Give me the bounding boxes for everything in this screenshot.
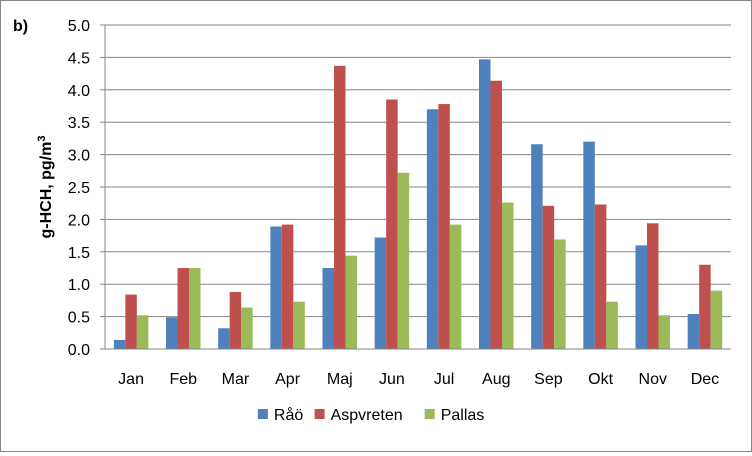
- legend-label: Råö: [274, 406, 303, 424]
- bar-Aspvreten-Okt: [594, 204, 607, 349]
- legend-label: Pallas: [441, 407, 485, 424]
- legend-swatch: [424, 409, 435, 419]
- bar-Råö-Jan: [113, 339, 126, 349]
- bar-Aspvreten-Jul: [438, 104, 450, 349]
- bar-Pallas-Jul: [449, 224, 462, 349]
- bar-Aspvreten-Aug: [490, 80, 502, 349]
- x-tick-label: Dec: [691, 371, 719, 388]
- grid-lines: [105, 24, 731, 318]
- x-tick-label: Sep: [534, 371, 563, 388]
- legend-label: Aspvreten: [331, 407, 403, 424]
- y-tick-label: 4.0: [68, 83, 90, 100]
- y-tick-label: 0.0: [68, 342, 90, 359]
- legend-swatch: [314, 409, 325, 419]
- y-axis-label-text: g-HCH, pg/m: [38, 142, 55, 239]
- x-tick-label: Jun: [379, 371, 405, 388]
- x-tick-label: Jul: [434, 371, 454, 388]
- bar-Råö-Aug: [479, 59, 491, 350]
- bar-Råö-Maj: [322, 268, 334, 349]
- bar-Råö-Okt: [583, 141, 595, 349]
- bar-Pallas-Aug: [502, 202, 514, 349]
- x-tick-label: Mar: [222, 371, 250, 388]
- x-tick-label: Apr: [275, 371, 301, 388]
- bar-Pallas-Maj: [345, 255, 357, 349]
- bar-Pallas-Okt: [606, 301, 618, 349]
- bar-Aspvreten-Jun: [386, 99, 398, 350]
- bar-Pallas-Dec: [710, 290, 723, 349]
- y-tick-label: 3.5: [68, 115, 90, 132]
- bar-Aspvreten-Mar: [229, 291, 242, 349]
- y-tick-label: 0.5: [68, 310, 90, 327]
- legend: Råö Aspvreten Pallas: [257, 406, 485, 424]
- bar-Pallas-Apr: [293, 301, 305, 349]
- legend-swatch: [257, 409, 268, 419]
- bar-Aspvreten-Dec: [699, 264, 711, 349]
- bar-Råö-Mar: [218, 328, 230, 349]
- y-tick-label: 5.0: [68, 18, 90, 35]
- x-tick-label: Jan: [118, 371, 144, 388]
- y-tick-label: 2.5: [68, 180, 90, 197]
- x-tick-label: Maj: [327, 371, 353, 388]
- bar-Råö-Sep: [531, 144, 543, 349]
- bar-Råö-Apr: [270, 226, 282, 349]
- bar-Aspvreten-Jan: [125, 294, 137, 349]
- bar-Pallas-Jun: [397, 172, 410, 349]
- y-tick-label: 1.5: [68, 245, 90, 262]
- bar-Aspvreten-Sep: [542, 205, 555, 349]
- bar-Råö-Dec: [687, 314, 700, 349]
- bar-Pallas-Feb: [189, 268, 201, 349]
- bar-Aspvreten-Nov: [647, 223, 659, 349]
- bar-Pallas-Sep: [554, 239, 566, 349]
- x-tick-label: Nov: [639, 371, 667, 388]
- x-tick-label: Aug: [482, 371, 510, 388]
- bar-Råö-Feb: [166, 317, 178, 349]
- y-axis-label: g-HCH, pg/m3: [36, 136, 55, 239]
- bar-Aspvreten-Maj: [334, 65, 346, 349]
- y-axis-label-superscript: 3: [36, 136, 48, 142]
- bar-Råö-Jun: [374, 237, 387, 349]
- y-tick-label: 4.5: [68, 50, 90, 67]
- bar-Råö-Nov: [635, 245, 647, 349]
- panel-label: b): [13, 18, 28, 35]
- x-tick-label: Feb: [169, 371, 197, 388]
- bars: [113, 59, 723, 350]
- bar-Pallas-Jan: [136, 315, 149, 349]
- bar-Råö-Jul: [426, 109, 439, 350]
- x-tick-labels: Jan Feb Mar Apr Maj Jun Jul Aug Sep Okt Nov Dec: [118, 371, 719, 388]
- bar-Pallas-Nov: [658, 315, 670, 349]
- bar-Aspvreten-Apr: [281, 224, 294, 349]
- y-tick-label: 1.0: [68, 277, 90, 294]
- bar-Pallas-Mar: [241, 307, 253, 349]
- bar-Aspvreten-Feb: [177, 268, 189, 349]
- y-tick-label: 2.0: [68, 212, 90, 229]
- y-tick-labels: 0.0 0.5 1.0 1.5 2.0 2.5 3.0 3.5 4.0 4.5 5.0: [68, 18, 105, 359]
- x-tick-label: Okt: [588, 371, 613, 388]
- y-tick-label: 3.0: [68, 148, 90, 165]
